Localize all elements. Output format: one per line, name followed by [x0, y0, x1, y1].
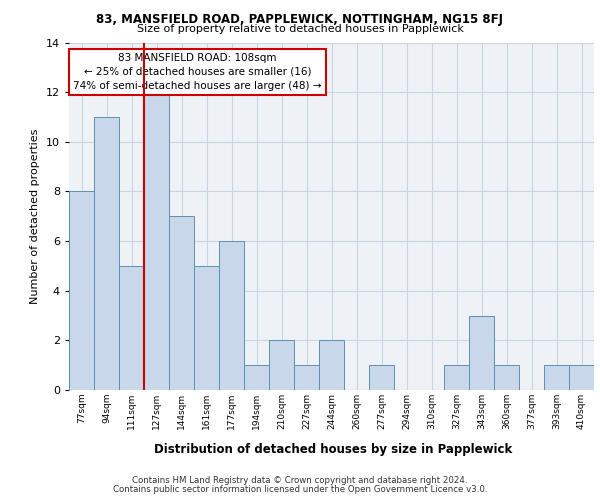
- Bar: [469, 316, 494, 390]
- Bar: [169, 216, 194, 390]
- Text: Size of property relative to detached houses in Papplewick: Size of property relative to detached ho…: [137, 24, 463, 34]
- Text: Contains public sector information licensed under the Open Government Licence v3: Contains public sector information licen…: [113, 484, 487, 494]
- Text: 83 MANSFIELD ROAD: 108sqm
← 25% of detached houses are smaller (16)
74% of semi-: 83 MANSFIELD ROAD: 108sqm ← 25% of detac…: [73, 53, 322, 91]
- Bar: [219, 241, 244, 390]
- Bar: [494, 365, 519, 390]
- Bar: [319, 340, 344, 390]
- Bar: [569, 365, 594, 390]
- Bar: [294, 365, 319, 390]
- Text: Distribution of detached houses by size in Papplewick: Distribution of detached houses by size …: [154, 442, 512, 456]
- Bar: [94, 117, 119, 390]
- Bar: [544, 365, 569, 390]
- Bar: [144, 92, 169, 390]
- Bar: [194, 266, 219, 390]
- Y-axis label: Number of detached properties: Number of detached properties: [30, 128, 40, 304]
- Text: 83, MANSFIELD ROAD, PAPPLEWICK, NOTTINGHAM, NG15 8FJ: 83, MANSFIELD ROAD, PAPPLEWICK, NOTTINGH…: [97, 12, 503, 26]
- Text: Contains HM Land Registry data © Crown copyright and database right 2024.: Contains HM Land Registry data © Crown c…: [132, 476, 468, 485]
- Bar: [444, 365, 469, 390]
- Bar: [69, 192, 94, 390]
- Bar: [119, 266, 144, 390]
- Bar: [269, 340, 294, 390]
- Bar: [244, 365, 269, 390]
- Bar: [369, 365, 394, 390]
